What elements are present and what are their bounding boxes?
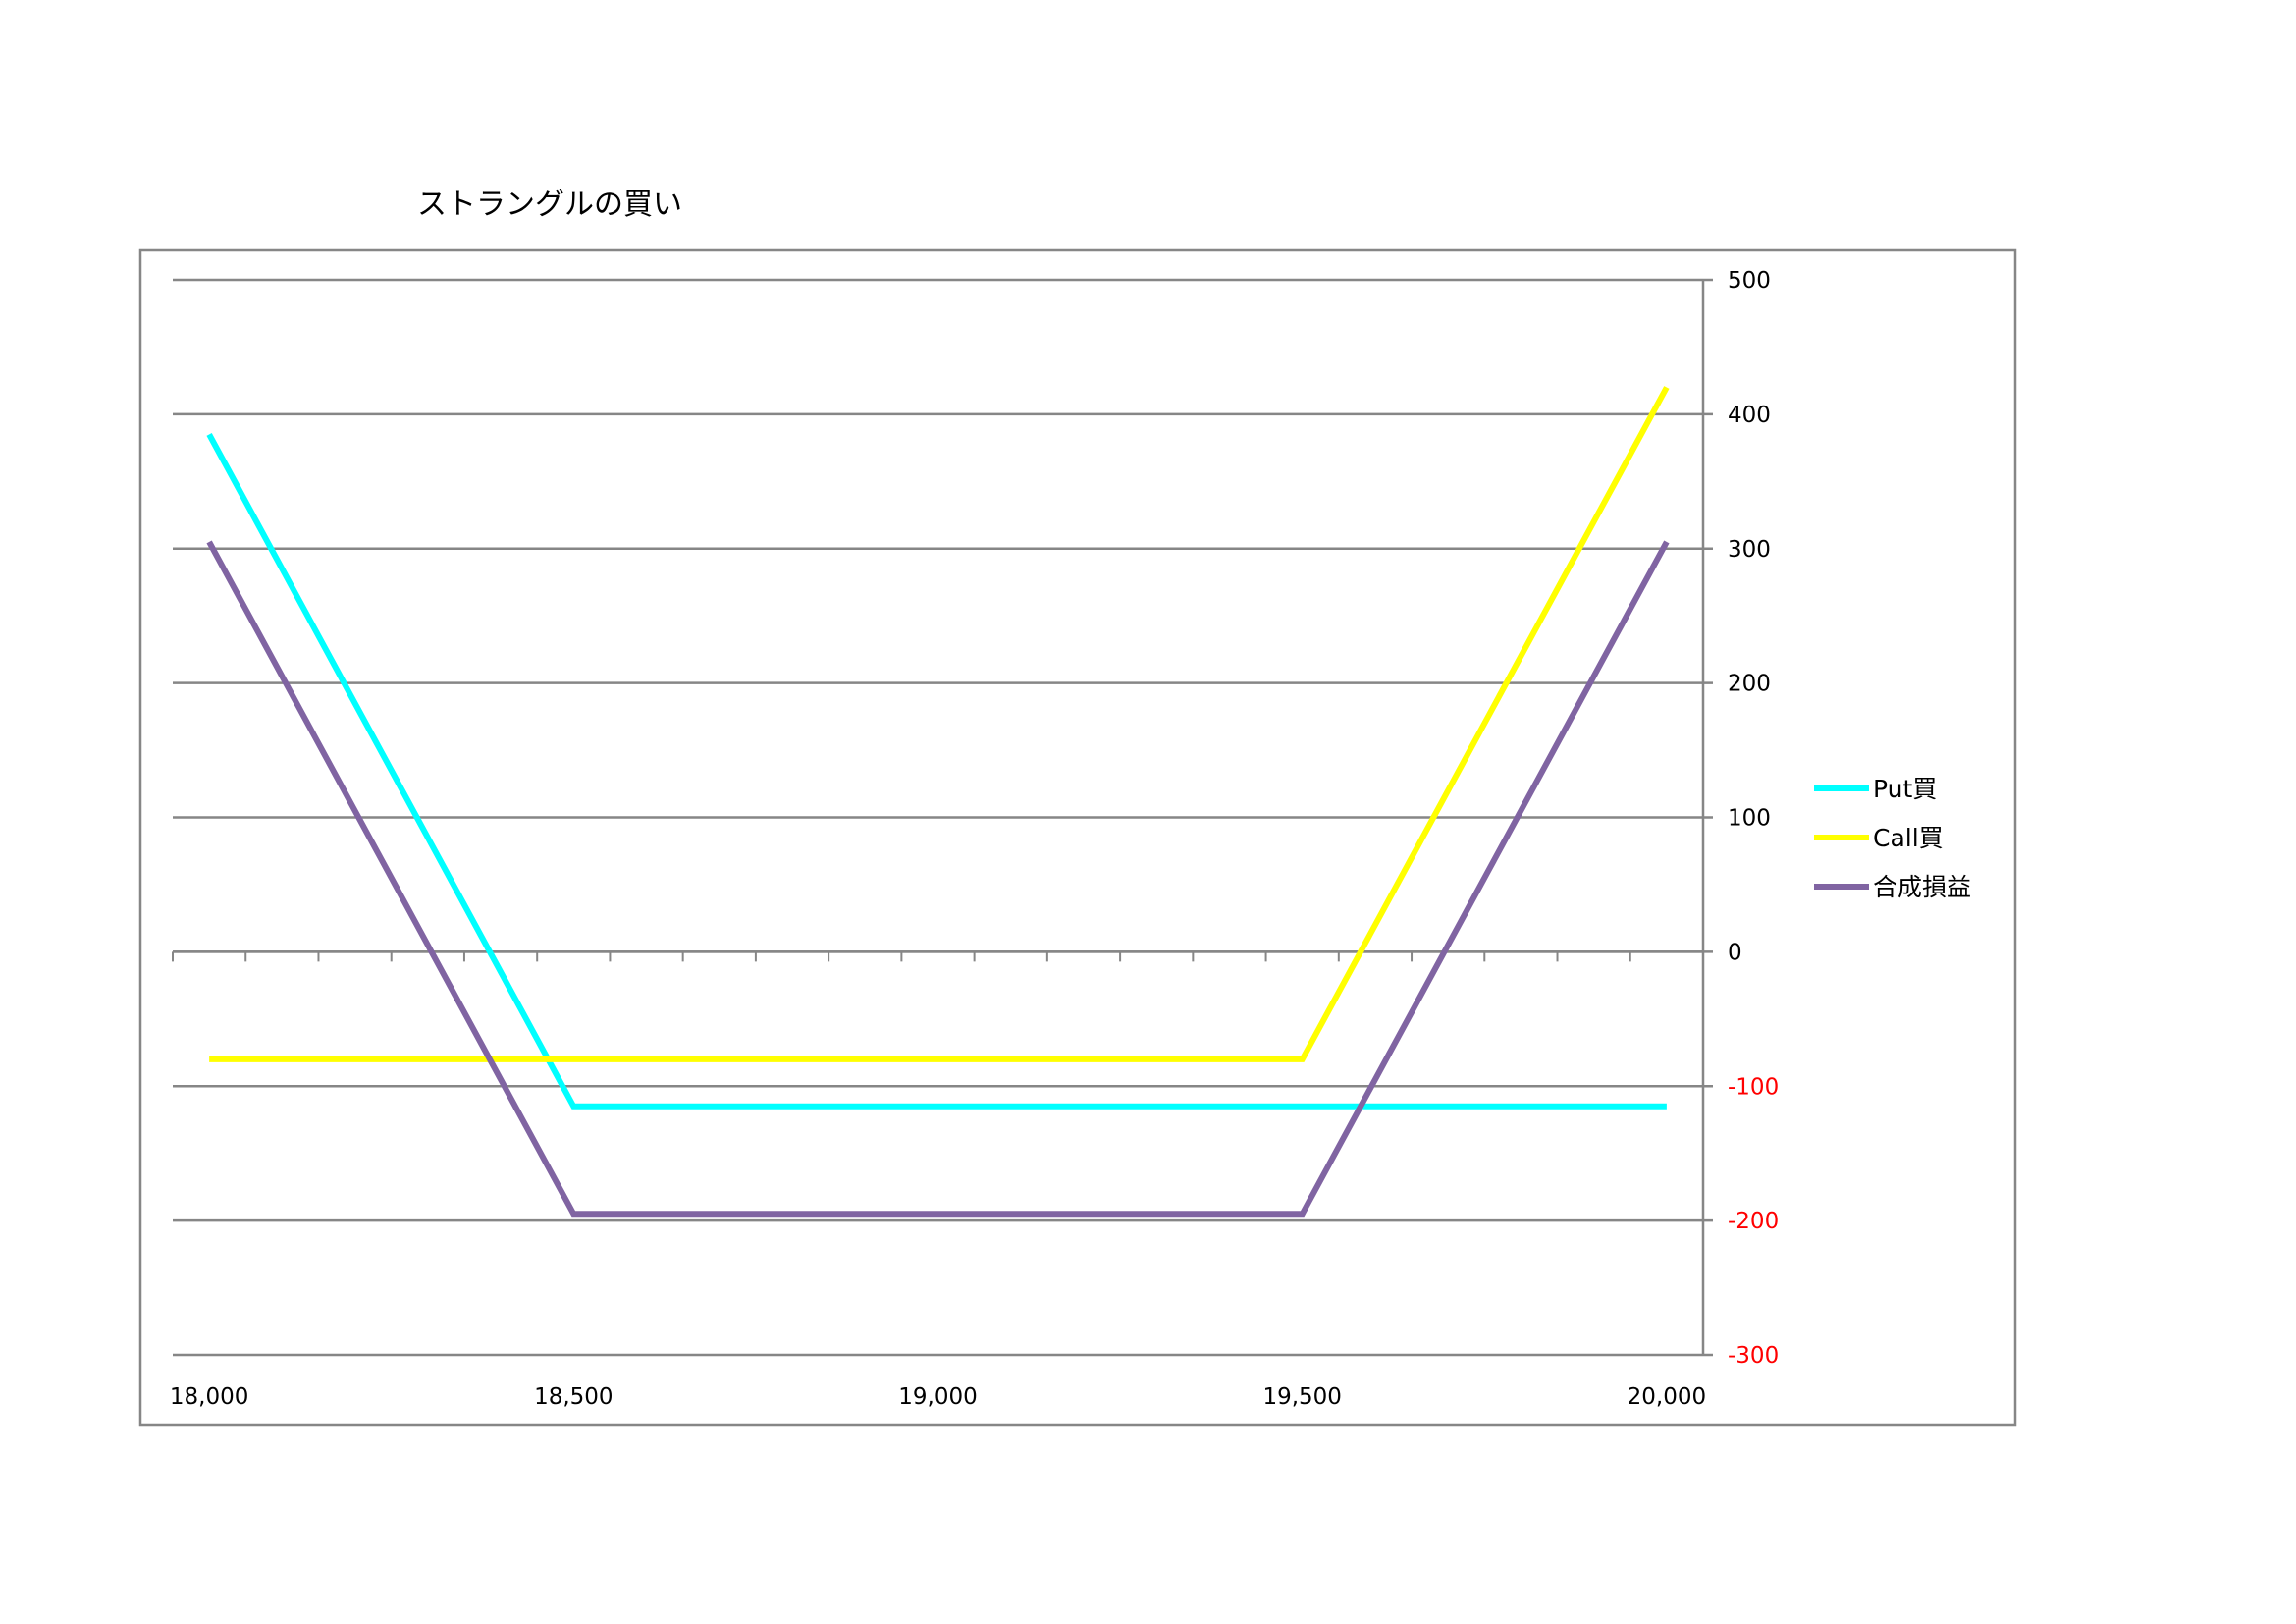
y-tick-label: -100 (1728, 1074, 1779, 1100)
x-tick-label: 18,500 (534, 1384, 613, 1410)
y-tick-label: -300 (1728, 1343, 1779, 1369)
series-lines (206, 386, 1670, 1218)
series-line-1 (209, 386, 1670, 1062)
y-tick-label: 200 (1728, 672, 1771, 697)
y-tick-label: 500 (1728, 268, 1771, 294)
x-tick-label: 18,000 (170, 1384, 248, 1410)
x-tick-label: 19,500 (1262, 1384, 1341, 1410)
series-line-0 (206, 432, 1667, 1110)
y-tick-label: 300 (1728, 537, 1771, 563)
chart-title: ストラングルの買い (417, 188, 682, 222)
x-tick-label: 20,000 (1628, 1384, 1706, 1410)
y-tick-label: -200 (1728, 1209, 1779, 1234)
y-tick-label: 400 (1728, 403, 1771, 428)
y-tick-label: 0 (1728, 940, 1742, 965)
legend-label: 合成損益 (1873, 873, 1971, 901)
axes: 500 400 300 200 100 0 -100 -200 -300 18,000 18,500… (170, 268, 1779, 1410)
y-tick-label: 100 (1728, 806, 1771, 832)
x-tick-label: 19,000 (898, 1384, 977, 1410)
legend-label: Call買 (1873, 824, 1944, 852)
series-line-2 (206, 540, 1670, 1218)
legend-label: Put買 (1873, 775, 1937, 803)
